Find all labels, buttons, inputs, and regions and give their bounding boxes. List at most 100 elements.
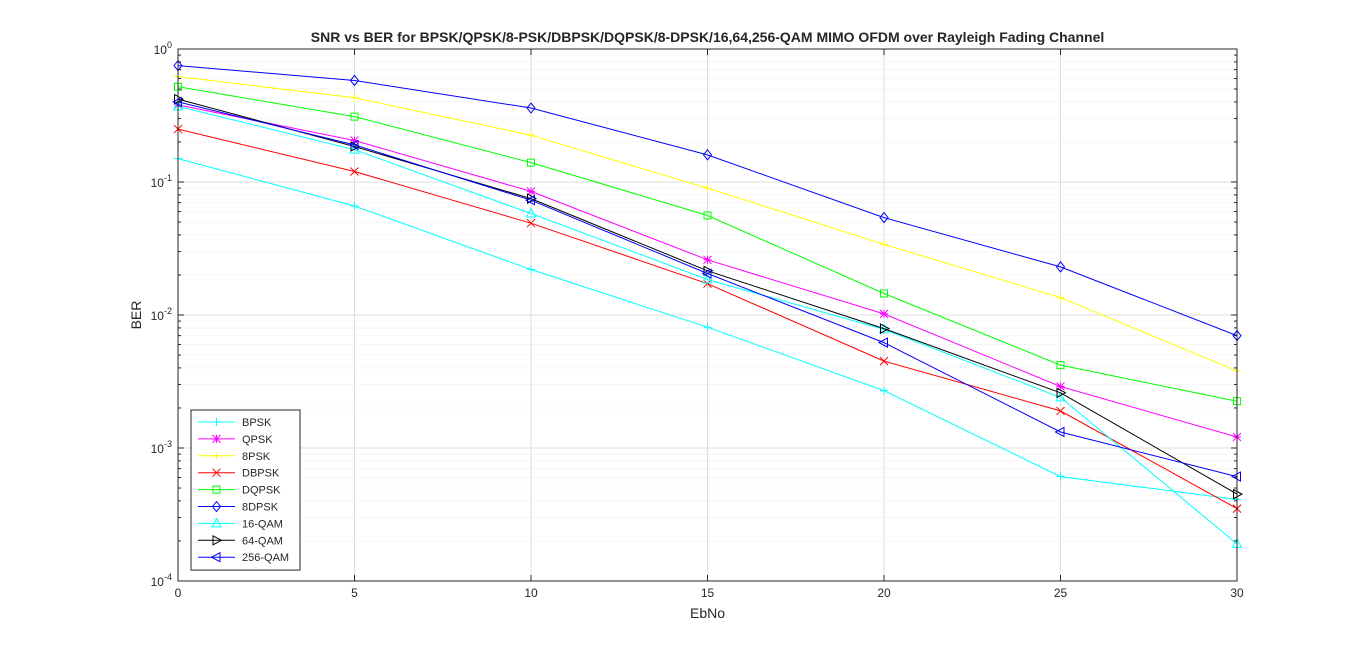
- y-tick-label: 100: [154, 40, 172, 57]
- legend-marker-8psk: [212, 451, 221, 460]
- legend-marker-8dpsk: [211, 500, 222, 513]
- data-point-8dpsk: [526, 102, 536, 114]
- legend-marker-qpsk: [212, 434, 221, 444]
- data-point-dqpsk: [527, 158, 535, 167]
- data-point-16-qam: [878, 323, 890, 334]
- data-point-8dpsk: [879, 211, 889, 224]
- y-tick-label: 10-1: [151, 173, 172, 190]
- legend-label-dbpsk: DBPSK: [242, 468, 280, 480]
- x-tick-label: 0: [175, 586, 182, 600]
- data-point-256-qam: [701, 268, 712, 279]
- data-point-8psk: [527, 131, 535, 140]
- data-point-16-qam: [702, 273, 713, 284]
- legend-item-dqpsk: DQPSK: [198, 485, 281, 497]
- legend-label-dqpsk: DQPSK: [242, 485, 281, 497]
- y-tick-label: 10-4: [151, 572, 172, 589]
- data-point-64-qam: [350, 141, 361, 152]
- legend-marker-bpsk: [212, 418, 221, 426]
- legend-marker-16-qam: [211, 517, 222, 528]
- data-point-qpsk: [350, 136, 359, 145]
- legend-marker-256-qam: [210, 551, 221, 563]
- data-point-bpsk: [703, 323, 712, 332]
- series-qpsk: [173, 100, 1242, 442]
- series-8psk: [174, 72, 1241, 375]
- series-line-256-qam: [177, 101, 1238, 478]
- data-point-256-qam: [524, 194, 535, 206]
- x-tick-label: 25: [1054, 586, 1068, 600]
- y-tick-label: 10-3: [151, 439, 172, 456]
- legend-item-16-qam: 16-QAM: [198, 517, 283, 530]
- legend-label-16-qam: 16-QAM: [242, 518, 283, 530]
- data-point-64-qam: [1056, 387, 1067, 399]
- data-point-8dpsk: [702, 149, 713, 161]
- data-point-8psk: [703, 184, 712, 193]
- data-point-8dpsk: [1055, 261, 1066, 273]
- data-point-16-qam: [525, 207, 537, 218]
- data-point-dbpsk: [526, 218, 536, 228]
- x-tick-label: 20: [877, 586, 891, 600]
- legend-item-dbpsk: DBPSK: [198, 468, 280, 480]
- legend-label-8psk: 8PSK: [242, 451, 271, 463]
- data-point-dqpsk: [1056, 361, 1065, 370]
- y-tick-label: 10-2: [151, 306, 172, 323]
- chart-title: SNR vs BER for BPSK/QPSK/8-PSK/DBPSK/DQP…: [311, 29, 1105, 45]
- data-point-dqpsk: [350, 112, 359, 121]
- series-line-16-qam: [177, 105, 1238, 545]
- y-axis-label: BER: [128, 301, 144, 330]
- data-point-8psk: [350, 93, 359, 102]
- legend-label-qpsk: QPSK: [242, 434, 273, 446]
- data-point-64-qam: [703, 265, 714, 277]
- data-point-256-qam: [1054, 426, 1065, 438]
- axis-ticks: 0 5 10 15 20 25 30 100 10-1 10-2 10-3 10-4: [151, 40, 1244, 600]
- data-point-bpsk: [880, 386, 888, 395]
- legend: BPSK QPSK 8PSK DBPSK DQPSK 8DPSK 16-QAM 64-QAM 2…: [190, 409, 301, 571]
- data-point-256-qam: [348, 139, 359, 151]
- x-tick-label: 30: [1230, 586, 1244, 600]
- series-dbpsk: [173, 124, 1242, 513]
- x-tick-label: 5: [351, 586, 358, 600]
- legend-marker-dbpsk: [212, 468, 221, 478]
- data-point-qpsk: [703, 255, 712, 265]
- data-point-qpsk: [1056, 382, 1065, 391]
- x-tick-label: 10: [524, 586, 538, 600]
- legend-item-qpsk: QPSK: [198, 434, 273, 446]
- data-point-dqpsk: [703, 211, 712, 220]
- x-axis-label: EbNo: [690, 605, 725, 621]
- data-point-8psk: [880, 240, 888, 249]
- legend-item-8dpsk: 8DPSK: [198, 500, 279, 514]
- legend-item-bpsk: BPSK: [198, 417, 272, 429]
- data-point-dbpsk: [879, 356, 889, 366]
- legend-item-64-qam: 64-QAM: [198, 534, 283, 547]
- data-point-qpsk: [526, 187, 536, 196]
- legend-label-8dpsk: 8DPSK: [242, 502, 279, 514]
- legend-marker-64-qam: [212, 534, 223, 546]
- data-point-bpsk: [527, 265, 535, 274]
- legend-marker-dqpsk: [212, 485, 221, 494]
- legend-label-256-qam: 256-QAM: [242, 552, 289, 564]
- legend-item-8psk: 8PSK: [198, 451, 271, 463]
- legend-box: [190, 409, 301, 571]
- data-point-8dpsk: [349, 74, 360, 87]
- series-line-8dpsk: [177, 65, 1238, 337]
- data-point-dbpsk: [1056, 406, 1065, 416]
- data-point-64-qam: [174, 93, 185, 105]
- data-point-dqpsk: [880, 289, 888, 298]
- legend-label-bpsk: BPSK: [242, 417, 272, 429]
- data-point-bpsk: [350, 202, 359, 211]
- data-point-256-qam: [171, 96, 182, 108]
- data-point-dbpsk: [703, 279, 712, 289]
- series-dqpsk: [174, 82, 1241, 406]
- data-point-64-qam: [1233, 488, 1244, 500]
- data-point-256-qam: [1230, 471, 1241, 482]
- data-point-dqpsk: [1233, 397, 1241, 406]
- data-point-64-qam: [880, 323, 891, 334]
- series-group: [171, 59, 1244, 548]
- legend-item-256-qam: 256-QAM: [198, 551, 289, 564]
- data-point-256-qam: [877, 337, 888, 348]
- data-point-dqpsk: [174, 82, 182, 91]
- series-line-dqpsk: [177, 86, 1238, 402]
- series-256-qam: [171, 96, 1241, 482]
- x-tick-label: 15: [701, 586, 715, 600]
- legend-label-64-qam: 64-QAM: [242, 535, 283, 547]
